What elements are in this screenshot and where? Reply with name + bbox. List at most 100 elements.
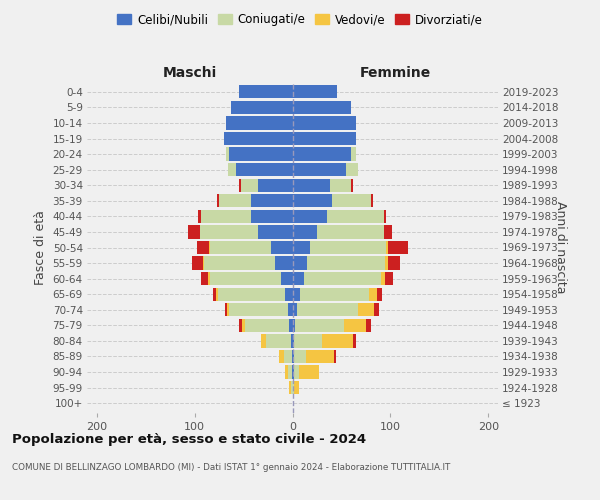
Bar <box>293 318 295 332</box>
Bar <box>295 381 299 394</box>
Bar <box>266 334 290 347</box>
Bar <box>242 318 245 332</box>
Text: Maschi: Maschi <box>163 66 217 80</box>
Bar <box>213 288 216 301</box>
Legend: Celibi/Nubili, Coniugati/e, Vedovi/e, Divorziati/e: Celibi/Nubili, Coniugati/e, Vedovi/e, Di… <box>112 8 488 31</box>
Bar <box>293 148 351 160</box>
Bar <box>261 334 266 347</box>
Bar <box>385 256 388 270</box>
Bar <box>287 303 293 316</box>
Bar <box>219 194 251 207</box>
Y-axis label: Fasce di età: Fasce di età <box>34 210 47 285</box>
Bar <box>301 288 369 301</box>
Text: Popolazione per età, sesso e stato civile - 2024: Popolazione per età, sesso e stato civil… <box>12 432 366 446</box>
Bar <box>293 272 304 285</box>
Bar <box>197 241 209 254</box>
Bar <box>258 178 293 192</box>
Bar <box>275 256 293 270</box>
Bar <box>284 366 287 378</box>
Bar <box>211 241 271 254</box>
Bar <box>289 318 293 332</box>
Bar <box>292 366 293 378</box>
Bar <box>287 366 292 378</box>
Bar <box>351 148 356 160</box>
Bar <box>293 334 295 347</box>
Bar <box>386 241 388 254</box>
Bar <box>307 256 385 270</box>
Bar <box>306 350 334 363</box>
Bar <box>344 318 366 332</box>
Bar <box>295 366 299 378</box>
Bar <box>369 288 377 301</box>
Bar <box>322 334 353 347</box>
Bar <box>299 366 319 378</box>
Bar <box>200 226 258 238</box>
Bar <box>239 318 242 332</box>
Bar <box>293 163 346 176</box>
Bar <box>353 334 356 347</box>
Bar <box>295 318 344 332</box>
Bar <box>388 256 400 270</box>
Bar <box>374 303 379 316</box>
Bar <box>358 303 374 316</box>
Bar <box>208 272 211 285</box>
Bar <box>293 350 295 363</box>
Bar <box>293 288 301 301</box>
Bar <box>197 210 200 223</box>
Bar <box>231 101 293 114</box>
Bar <box>329 178 351 192</box>
Bar <box>284 288 293 301</box>
Bar <box>380 272 385 285</box>
Bar <box>216 288 218 301</box>
Bar <box>251 194 293 207</box>
Bar <box>293 101 351 114</box>
Bar <box>293 178 329 192</box>
Bar <box>188 226 200 238</box>
Bar <box>239 178 241 192</box>
Bar <box>209 241 211 254</box>
Bar <box>293 85 337 98</box>
Bar <box>211 272 281 285</box>
Bar <box>205 256 275 270</box>
Bar <box>289 381 290 394</box>
Bar <box>228 163 236 176</box>
Bar <box>293 381 295 394</box>
Bar <box>293 366 295 378</box>
Bar <box>293 194 332 207</box>
Bar <box>279 350 284 363</box>
Bar <box>383 210 386 223</box>
Text: Femmine: Femmine <box>359 66 431 80</box>
Bar <box>388 241 408 254</box>
Bar <box>334 350 335 363</box>
Bar <box>192 256 203 270</box>
Bar <box>227 303 229 316</box>
Bar <box>217 194 219 207</box>
Bar <box>332 194 371 207</box>
Bar <box>293 116 356 130</box>
Bar <box>383 226 385 238</box>
Bar <box>385 272 393 285</box>
Bar <box>225 303 227 316</box>
Bar <box>293 132 356 145</box>
Bar <box>293 210 327 223</box>
Bar <box>366 318 371 332</box>
Bar <box>377 288 382 301</box>
Bar <box>226 148 229 160</box>
Bar <box>346 163 358 176</box>
Bar <box>310 241 386 254</box>
Bar <box>327 210 383 223</box>
Bar <box>218 288 284 301</box>
Y-axis label: Anni di nascita: Anni di nascita <box>554 201 567 294</box>
Bar <box>290 334 293 347</box>
Bar <box>251 210 293 223</box>
Bar <box>371 194 373 207</box>
Bar <box>200 272 208 285</box>
Bar <box>298 303 358 316</box>
Bar <box>229 303 287 316</box>
Bar <box>284 350 292 363</box>
Bar <box>351 178 353 192</box>
Bar <box>200 210 251 223</box>
Bar <box>239 85 293 98</box>
Bar <box>292 350 293 363</box>
Bar <box>226 116 293 130</box>
